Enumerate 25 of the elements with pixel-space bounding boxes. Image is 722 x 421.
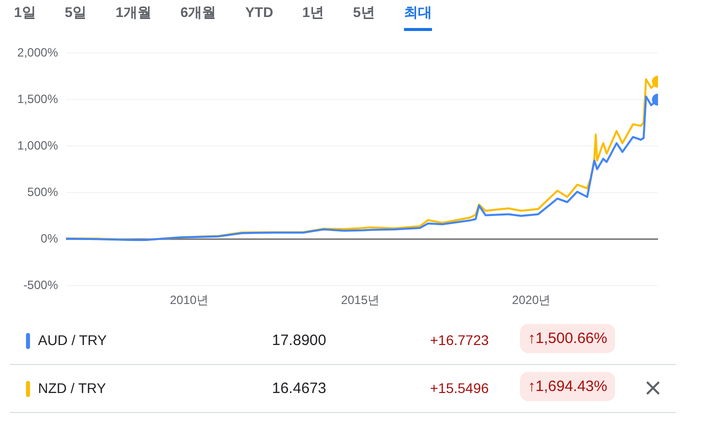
text: ↑1,694.43% — [520, 372, 616, 401]
y-tick-label: 500% — [27, 184, 58, 199]
text: ↑1,500.66% — [520, 324, 616, 353]
text: 최대 — [404, 4, 432, 31]
text: 1년 — [302, 4, 324, 22]
text: 1일 — [14, 4, 36, 22]
text: YTD — [245, 4, 274, 22]
legend-label: NZD / TRY — [38, 380, 106, 396]
text: 5일 — [64, 4, 87, 22]
y-tick-label: 1,500% — [17, 92, 58, 106]
y-tick-label: -500% — [23, 278, 58, 292]
text: +16.7723 — [430, 332, 489, 348]
text: 5년 — [352, 4, 375, 22]
text: 1개월 — [116, 4, 152, 22]
x-tick-label: 2010년 — [170, 293, 209, 308]
y-tick-label: 1,000% — [17, 138, 58, 152]
y-tick-label: 0% — [40, 231, 58, 246]
text: 6개월 — [180, 4, 216, 22]
x-tick-label: 2020년 — [512, 293, 551, 308]
text: 16.4673 — [272, 380, 326, 397]
legend-label: AUD / TRY — [38, 332, 107, 348]
text: 17.8900 — [272, 332, 326, 349]
x-tick-label: 2015년 — [340, 293, 380, 308]
text: +15.5496 — [430, 380, 489, 396]
y-tick-label: 2,000% — [17, 46, 58, 60]
